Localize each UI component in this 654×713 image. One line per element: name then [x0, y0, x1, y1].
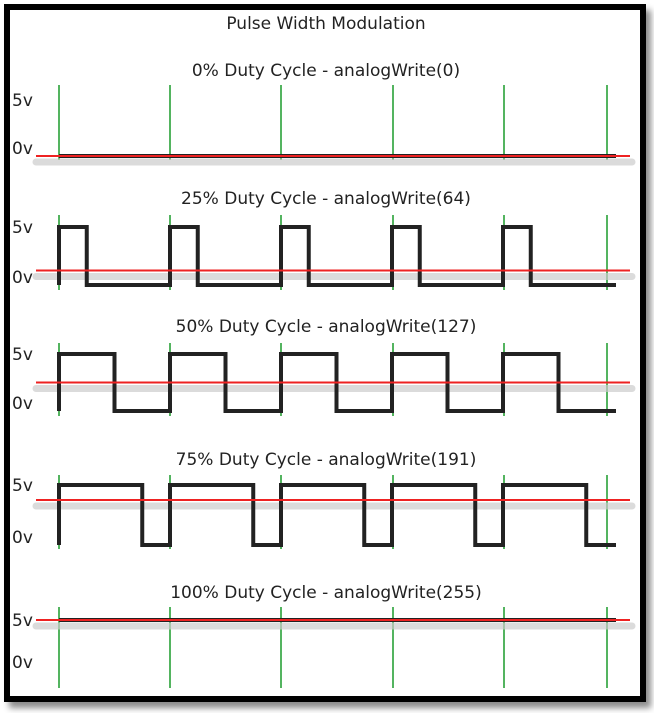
- label-0v: 0v: [12, 394, 33, 414]
- label-0v: 0v: [12, 528, 33, 548]
- panel-title: 25% Duty Cycle - analogWrite(64): [181, 189, 471, 209]
- pwm-signal: [57, 352, 616, 413]
- label-5v: 5v: [12, 345, 33, 365]
- label-5v: 5v: [12, 476, 33, 496]
- label-5v: 5v: [12, 218, 33, 238]
- label-0v: 0v: [12, 139, 33, 159]
- diagram-title: Pulse Width Modulation: [226, 14, 425, 34]
- label-0v: 0v: [12, 268, 33, 288]
- label-0v: 0v: [12, 653, 33, 673]
- label-5v: 5v: [12, 91, 33, 111]
- panel-title: 75% Duty Cycle - analogWrite(191): [176, 450, 477, 470]
- label-5v: 5v: [12, 611, 33, 631]
- pwm-signal: [57, 225, 616, 287]
- panel-title: 100% Duty Cycle - analogWrite(255): [170, 583, 482, 603]
- panel-title: 0% Duty Cycle - analogWrite(0): [192, 61, 460, 81]
- panel-title: 50% Duty Cycle - analogWrite(127): [176, 317, 477, 337]
- pwm-signal: [57, 483, 616, 547]
